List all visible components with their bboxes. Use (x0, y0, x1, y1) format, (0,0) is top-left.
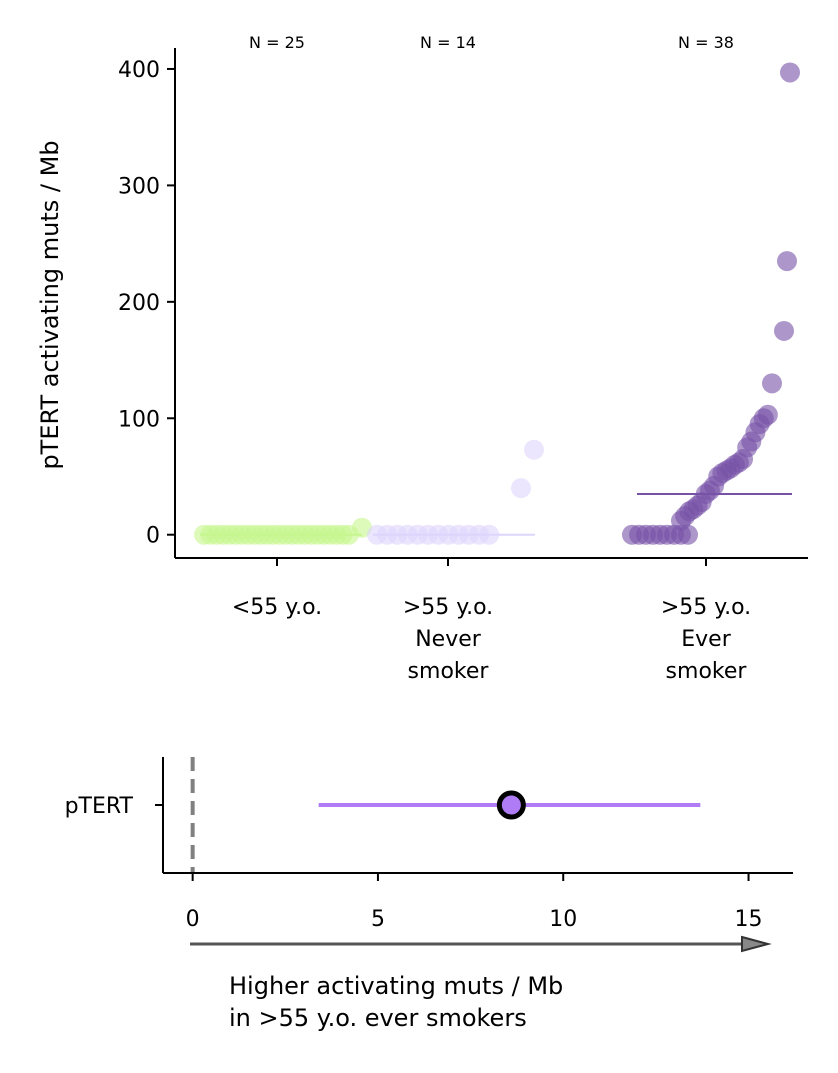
forest-category-label: pTERT (65, 794, 134, 819)
x-tick-label: <55 y.o. (232, 595, 322, 620)
data-point (780, 62, 800, 83)
forest-x-axis-label: Higher activating muts / Mb in >55 y.o. e… (229, 972, 563, 1032)
forest-x-label-line: Higher activating muts / Mb (229, 972, 563, 1000)
n-label: N = 14 (420, 33, 476, 52)
scatter-points (194, 62, 800, 545)
data-point (762, 373, 782, 394)
forest-x-tick-label: 15 (735, 907, 763, 932)
data-point (352, 517, 372, 538)
forest-x-label-line: in >55 y.o. ever smokers (229, 1004, 527, 1032)
point-estimate (496, 790, 526, 820)
forest-x-tick-label: 5 (371, 907, 385, 932)
forest-x-ticks: 0 5 10 15 (186, 873, 763, 932)
data-point (524, 439, 544, 460)
data-point (774, 320, 794, 341)
y-tick-label: 400 (118, 58, 160, 83)
group-points-ever (622, 62, 800, 545)
n-label: N = 25 (249, 33, 305, 52)
y-tick-label: 200 (118, 291, 160, 316)
y-tick-label: 100 (118, 407, 160, 432)
x-tick-label: >55 y.o. (661, 595, 751, 620)
arrow-head (741, 935, 772, 953)
data-point (777, 251, 797, 272)
y-tick-label: 0 (146, 524, 160, 549)
n-labels: N = 25 N = 14 N = 38 (249, 33, 734, 52)
group-points-lt55 (194, 517, 372, 545)
forest-content: pTERT (65, 757, 701, 873)
direction-arrow (190, 935, 772, 953)
x-tick-label: smoker (666, 659, 748, 684)
y-axis-label: pTERT activating muts / Mb (36, 140, 64, 469)
scatter-panel: 0 100 200 300 400 <55 y.o. >55 y.o. Never smoke… (36, 33, 808, 684)
y-tick-label: 300 (118, 174, 160, 199)
forest-x-tick-label: 0 (186, 907, 200, 932)
x-tick-label: Ever (681, 627, 731, 652)
y-ticks: 0 100 200 300 400 (118, 58, 175, 549)
forest-panel: pTERT 0 5 10 15 Higher activating muts / Mb… (65, 757, 793, 1032)
x-ticks: <55 y.o. >55 y.o. Never smoker >55 y.o. Ever s… (232, 558, 751, 684)
x-tick-label: Never (415, 627, 482, 652)
forest-x-tick-label: 10 (549, 907, 577, 932)
n-label: N = 38 (678, 33, 734, 52)
x-tick-label: >55 y.o. (403, 595, 493, 620)
median-lines (200, 492, 792, 536)
x-tick-label: smoker (408, 659, 490, 684)
group-points-never (367, 439, 544, 545)
data-point (757, 404, 778, 425)
data-point (511, 478, 531, 499)
